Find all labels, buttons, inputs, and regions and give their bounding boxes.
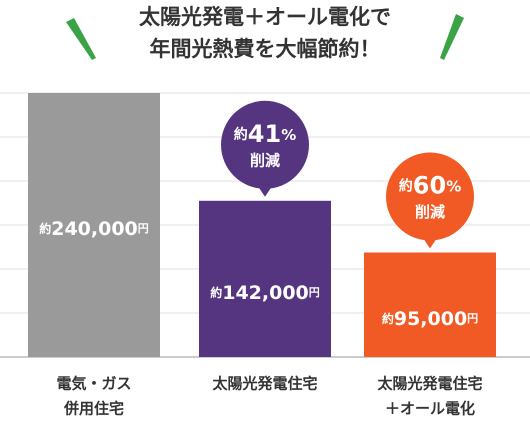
bar — [364, 252, 496, 357]
value-label: 約95,000円 — [382, 307, 478, 329]
x-tick-label: 併用住宅 — [63, 400, 124, 418]
bar — [28, 93, 160, 357]
callout-pointer — [257, 184, 273, 197]
callout-bubble — [386, 152, 474, 241]
chart-title: 年間光熱費を大幅節約！ — [150, 37, 381, 61]
callout-sub: 削減 — [415, 203, 445, 221]
x-tick-label: 太陽光発電住宅 — [377, 375, 482, 393]
callout-bubble — [221, 100, 309, 189]
callout-label: 約60% — [399, 172, 461, 200]
chart-title: 太陽光発電＋オール電化で — [139, 5, 391, 29]
x-tick-label: 太陽光発電住宅 — [212, 375, 317, 393]
x-tick-label: 電気・ガス — [56, 375, 131, 393]
x-tick-label: ＋オール電化 — [385, 400, 475, 418]
callout-label: 約41% — [234, 120, 296, 148]
bar — [199, 200, 331, 357]
callout-sub: 削減 — [250, 151, 280, 169]
value-label: 約240,000円 — [39, 218, 149, 240]
value-label: 約142,000円 — [210, 281, 320, 303]
decoration — [66, 14, 464, 60]
callout-pointer — [422, 236, 438, 249]
